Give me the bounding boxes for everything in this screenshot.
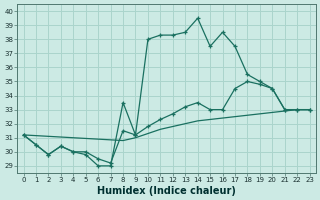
X-axis label: Humidex (Indice chaleur): Humidex (Indice chaleur) bbox=[97, 186, 236, 196]
